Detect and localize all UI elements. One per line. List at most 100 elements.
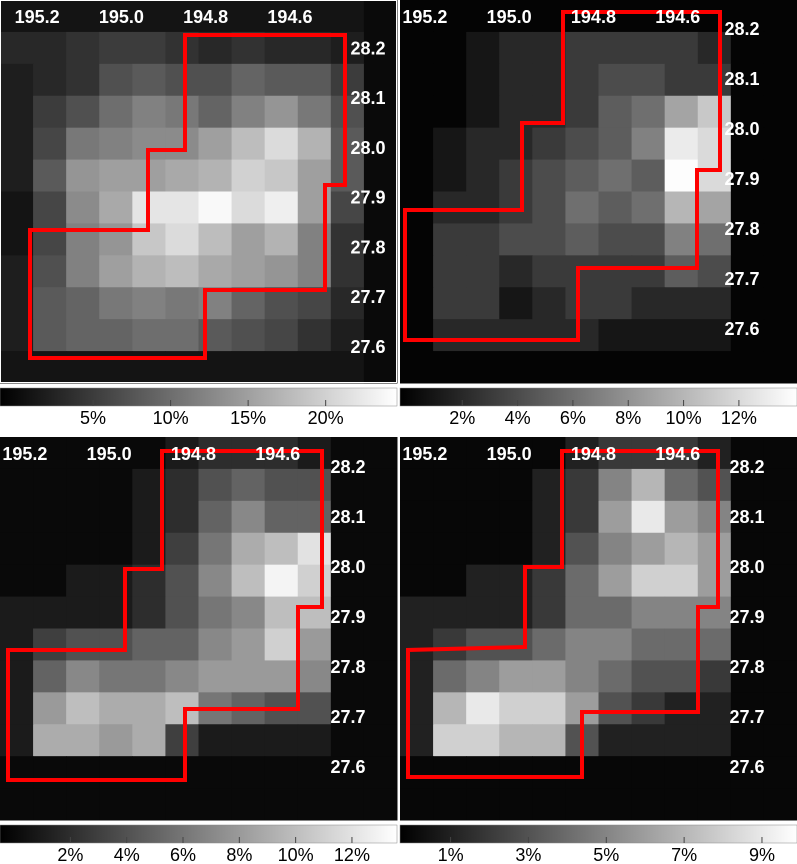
- heat-cell: [264, 95, 299, 129]
- heat-cell: [763, 564, 797, 598]
- colorbar-tick-label: 20%: [308, 408, 344, 428]
- heat-cell: [132, 255, 166, 288]
- heat-cell: [33, 351, 67, 384]
- heat-cell: [499, 724, 533, 757]
- heat-cell: [664, 63, 699, 97]
- colorbar-tick-label: 8%: [226, 845, 252, 864]
- heat-cell: [598, 660, 633, 693]
- heat-cell: [165, 756, 199, 789]
- heat-cell: [433, 468, 467, 502]
- heat-cell: [466, 692, 500, 725]
- heat-cell: [0, 596, 34, 629]
- heat-cell: [697, 532, 732, 566]
- heat-cell: [466, 628, 500, 661]
- heat-cell: [466, 500, 500, 534]
- heat-cell: [433, 628, 467, 661]
- heat-cell: [264, 255, 299, 288]
- heat-cell: [33, 468, 67, 502]
- heat-cell: [532, 628, 566, 661]
- heat-cell: [66, 564, 100, 598]
- heat-cell: [433, 191, 467, 224]
- heat-cell: [66, 628, 100, 661]
- heat-cell: [763, 628, 797, 661]
- heat-cell: [330, 127, 365, 161]
- heat-cell: [565, 287, 599, 320]
- heat-cell: [763, 500, 797, 534]
- heat-cell: [297, 63, 332, 97]
- heat-cell: [165, 319, 199, 352]
- heat-cell: [264, 532, 299, 566]
- heat-cell: [499, 319, 533, 352]
- heat-cell: [99, 319, 133, 352]
- colorbar-gradient: [399, 824, 797, 844]
- heat-cell: [231, 223, 266, 256]
- heat-cell: [697, 191, 732, 224]
- heat-cell: [598, 628, 633, 661]
- heat-cell: [433, 159, 467, 192]
- heat-cell: [231, 63, 266, 97]
- x-tick-label: 194.6: [255, 444, 300, 464]
- heat-cell: [466, 0, 500, 33]
- heat-cell: [763, 660, 797, 693]
- heat-cell: [363, 532, 398, 566]
- heat-cell: [664, 532, 699, 566]
- heat-cell: [165, 127, 199, 161]
- heat-cell: [231, 437, 266, 470]
- heat-cell: [466, 223, 500, 256]
- heat-cell: [730, 319, 765, 352]
- heat-cell: [165, 159, 199, 192]
- heat-cell: [231, 31, 266, 65]
- heat-cell: [363, 191, 398, 224]
- heat-cell: [532, 223, 566, 256]
- heat-cell: [631, 756, 666, 789]
- heat-cell: [763, 95, 797, 129]
- heat-cell: [99, 63, 133, 97]
- heat-cell: [466, 724, 500, 757]
- heat-cell: [363, 596, 398, 629]
- heat-cell: [0, 63, 34, 97]
- heat-cell: [297, 0, 332, 33]
- heat-cell: [231, 660, 266, 693]
- heat-cell: [33, 532, 67, 566]
- heat-cell: [598, 692, 633, 725]
- heat-cell: [763, 788, 797, 821]
- heat-cell: [66, 159, 100, 192]
- x-tick-label: 195.0: [487, 444, 532, 464]
- heat-cell: [99, 468, 133, 502]
- heat-cell: [730, 31, 765, 65]
- heat-cell: [697, 692, 732, 725]
- heat-cell: [264, 596, 299, 629]
- heat-cell: [132, 319, 166, 352]
- heat-cell: [297, 628, 332, 661]
- colorbar-tick-label: 5%: [80, 408, 106, 428]
- heat-cell: [730, 660, 765, 693]
- heat-cell: [198, 31, 233, 65]
- heat-cell: [66, 95, 100, 129]
- x-tick-label: 195.0: [87, 444, 132, 464]
- heat-cell: [132, 287, 166, 320]
- y-tick-label: 28.0: [729, 557, 764, 577]
- heat-cell: [763, 692, 797, 725]
- heat-cell: [565, 31, 599, 65]
- heat-cell: [231, 127, 266, 161]
- heat-cell: [565, 596, 599, 629]
- heat-cell: [330, 255, 365, 288]
- heat-cell: [165, 223, 199, 256]
- heat-cell: [499, 255, 533, 288]
- heat-cell: [264, 319, 299, 352]
- heat-cell: [730, 351, 765, 384]
- heat-cell: [33, 628, 67, 661]
- colorbar-tick-label: 12%: [334, 845, 370, 864]
- heat-cell: [66, 724, 100, 757]
- heat-cell: [631, 660, 666, 693]
- heat-cell: [363, 0, 398, 33]
- heat-cell: [0, 788, 34, 821]
- heat-cell: [99, 159, 133, 192]
- heat-cell: [433, 255, 467, 288]
- heat-cell: [0, 532, 34, 566]
- heat-cell: [697, 724, 732, 757]
- heat-cell: [565, 468, 599, 502]
- heat-cell: [400, 351, 434, 384]
- heat-cell: [330, 287, 365, 320]
- heat-cell: [433, 351, 467, 384]
